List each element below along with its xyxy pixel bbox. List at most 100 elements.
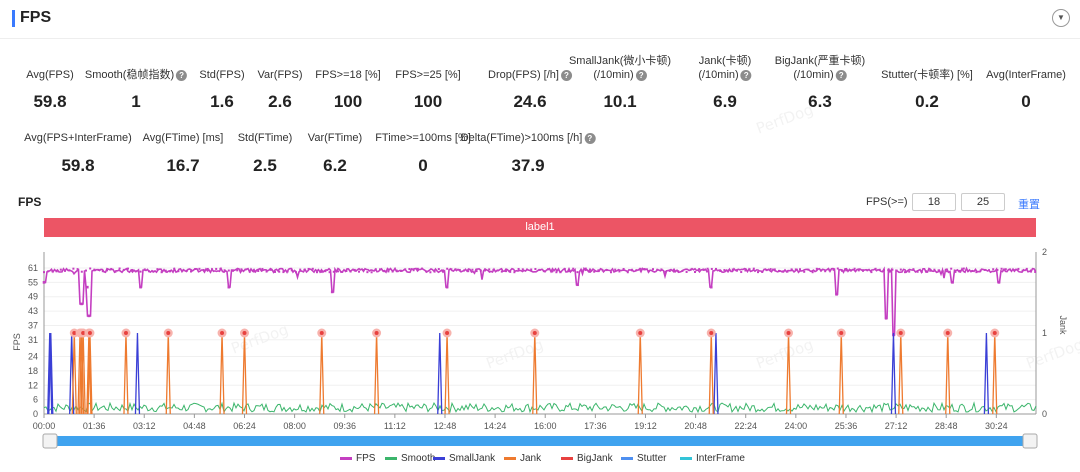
help-icon[interactable]: ? bbox=[635, 69, 647, 81]
x-tick-label: 16:00 bbox=[534, 421, 557, 431]
fps-point bbox=[387, 270, 390, 273]
legend-swatch bbox=[504, 456, 516, 460]
zoom-slider-handle-right[interactable] bbox=[1022, 433, 1038, 449]
stat-label: Std(FTime) bbox=[238, 131, 293, 145]
x-tick-label: 01:36 bbox=[83, 421, 106, 431]
jank-spike bbox=[241, 332, 248, 415]
legend-item-bigjank[interactable]: BigJank bbox=[561, 453, 613, 464]
stat-label-unit: (/10min) bbox=[698, 69, 739, 81]
smalljank-spike bbox=[48, 332, 54, 415]
fps-dip-point bbox=[951, 281, 954, 284]
fps-dip-point bbox=[330, 290, 334, 294]
stat-value: 0 bbox=[418, 156, 428, 175]
fps-point bbox=[849, 269, 852, 272]
fps-point bbox=[97, 268, 100, 271]
fps-point bbox=[433, 270, 436, 273]
fps-point bbox=[761, 271, 764, 274]
help-icon[interactable]: ? bbox=[835, 69, 847, 81]
zoom-slider-handle-left[interactable] bbox=[42, 433, 58, 449]
chevron-down-icon[interactable]: ▼ bbox=[1052, 9, 1070, 27]
zoom-slider-track bbox=[44, 436, 1036, 446]
fps-point bbox=[51, 270, 54, 273]
fps-point bbox=[1004, 268, 1007, 271]
fps-point bbox=[710, 267, 713, 270]
x-tick-label: 25:36 bbox=[835, 421, 858, 431]
fps-point bbox=[883, 269, 885, 272]
legend-item-fps[interactable]: FPS bbox=[340, 453, 375, 464]
fps-dip-point bbox=[86, 285, 89, 289]
fps-point bbox=[563, 267, 566, 270]
fps-dip-point bbox=[445, 285, 449, 289]
label-band[interactable]: label1 bbox=[44, 218, 1036, 237]
bigjank-marker bbox=[839, 331, 844, 335]
x-tick-label: 11:12 bbox=[384, 421, 406, 431]
fps-point bbox=[1034, 270, 1037, 273]
help-icon[interactable]: ? bbox=[584, 132, 596, 144]
fps-point bbox=[824, 270, 827, 273]
fps-point bbox=[43, 271, 45, 274]
reset-button[interactable]: 重置 bbox=[1018, 199, 1040, 211]
legend-item-stutter[interactable]: Stutter bbox=[621, 453, 666, 464]
stat-label-text: FTime>=100ms [%] bbox=[375, 132, 471, 144]
fps-point bbox=[744, 269, 747, 272]
stat-value: 0 bbox=[1021, 92, 1031, 111]
fps-point bbox=[122, 268, 125, 271]
fps-point bbox=[899, 268, 902, 271]
help-icon[interactable]: ? bbox=[560, 69, 572, 81]
fps-point bbox=[862, 269, 864, 272]
fps-point bbox=[971, 269, 974, 272]
legend-swatch bbox=[385, 456, 397, 460]
legend-item-smalljank[interactable]: SmallJank bbox=[433, 453, 495, 464]
stat-value: 24.6 bbox=[513, 92, 547, 111]
fps-point bbox=[198, 267, 201, 270]
fps-point bbox=[185, 269, 188, 272]
fps-point bbox=[983, 268, 986, 271]
threshold-input-1[interactable]: 18 bbox=[912, 193, 956, 211]
stat-label-text: Avg(FPS+InterFrame) bbox=[24, 132, 132, 144]
fps-point bbox=[925, 270, 927, 273]
bigjank-marker bbox=[242, 331, 247, 335]
smalljank-spike bbox=[890, 332, 897, 415]
fps-point bbox=[437, 268, 440, 271]
y-tick-label: 61 bbox=[28, 263, 38, 273]
fps-point bbox=[841, 269, 843, 272]
fps-point bbox=[614, 268, 617, 271]
fps-point bbox=[895, 269, 898, 272]
y-tick-label: 49 bbox=[28, 292, 38, 302]
y2-tick-label: 1 bbox=[1042, 328, 1047, 338]
help-icon[interactable]: ? bbox=[176, 69, 188, 81]
bigjank-marker bbox=[87, 331, 92, 335]
threshold-input-2[interactable]: 25 bbox=[961, 193, 1005, 211]
legend-item-jank[interactable]: Jank bbox=[504, 453, 541, 464]
stat-label: Avg(FTime) [ms] bbox=[143, 131, 224, 145]
fps-point bbox=[484, 269, 486, 272]
help-icon[interactable]: ? bbox=[740, 69, 752, 81]
fps-point bbox=[164, 269, 167, 272]
y-tick-label: 18 bbox=[28, 366, 38, 376]
fps-point bbox=[828, 269, 831, 272]
bigjank-marker bbox=[532, 331, 537, 335]
fps-point bbox=[93, 268, 96, 271]
fps-point bbox=[782, 270, 785, 273]
y-tick-label: 24 bbox=[28, 352, 38, 362]
legend-item-interframe[interactable]: InterFrame bbox=[680, 453, 745, 464]
fps-point bbox=[463, 269, 465, 272]
fps-point bbox=[349, 270, 352, 273]
y-tick-label: 12 bbox=[28, 380, 38, 390]
bigjank-marker bbox=[638, 331, 643, 335]
legend-item-smooth[interactable]: Smooth bbox=[385, 453, 435, 464]
x-tick-label: 04:48 bbox=[183, 421, 206, 431]
fps-point bbox=[307, 267, 310, 270]
fps-point bbox=[530, 268, 533, 271]
fps-point bbox=[656, 268, 659, 271]
fps-point bbox=[127, 267, 129, 270]
bigjank-marker bbox=[220, 331, 225, 335]
fps-point bbox=[59, 268, 62, 271]
y-tick-label: 0 bbox=[33, 409, 38, 419]
fps-point bbox=[521, 268, 524, 271]
section-header: FPS ▼ bbox=[0, 0, 1080, 39]
x-tick-label: 24:00 bbox=[785, 421, 808, 431]
fps-point bbox=[694, 271, 696, 274]
stat-label: Stutter(卡顿率) [%] bbox=[881, 68, 973, 82]
